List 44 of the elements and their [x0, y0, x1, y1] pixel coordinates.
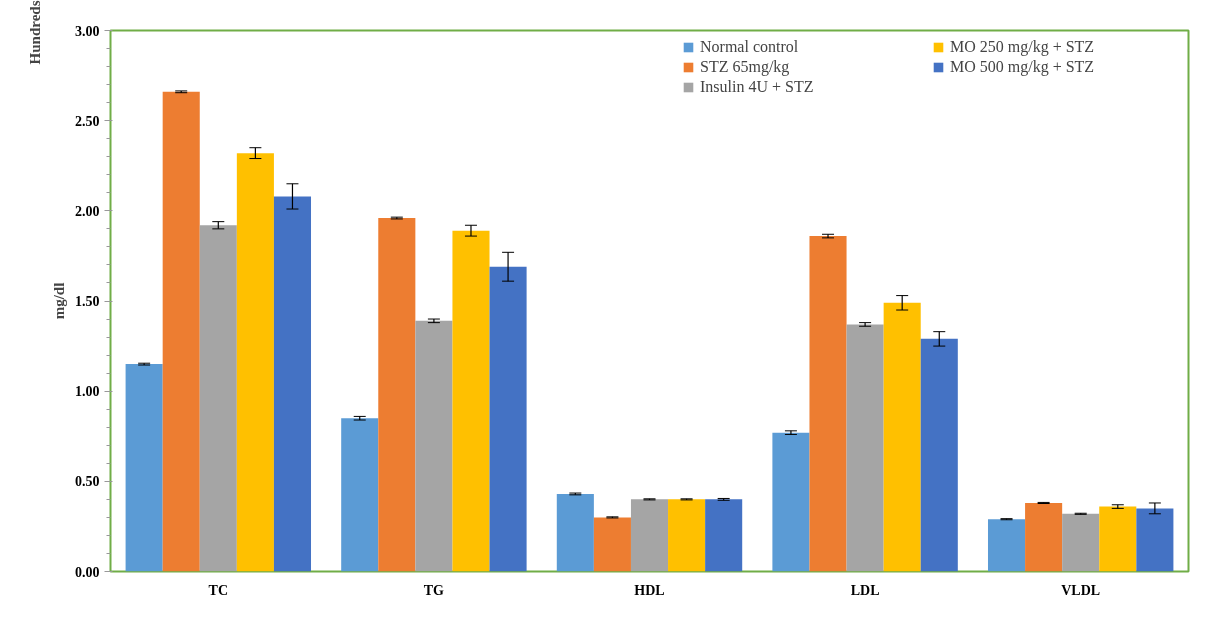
- bar: [378, 218, 416, 572]
- y-tick-label: 2.00: [75, 203, 100, 219]
- bar: [668, 499, 706, 572]
- bar: [593, 517, 631, 572]
- y-tick-label: 1.00: [75, 384, 100, 400]
- bar: [273, 196, 312, 572]
- x-tick-label: TG: [423, 582, 445, 598]
- bar: [125, 364, 163, 572]
- y-tick-label: 2.50: [75, 113, 100, 129]
- bar: [556, 493, 594, 572]
- x-tick-label: HDL: [634, 582, 665, 598]
- bar: [341, 418, 379, 572]
- legend-label: MO 500 mg/kg + STZ: [950, 58, 1096, 76]
- legend-label: Normal control: [700, 38, 800, 56]
- legend-label: Insulin 4U + STZ: [700, 78, 815, 96]
- x-tick-label: TC: [208, 582, 229, 598]
- bar: [452, 230, 490, 572]
- bar: [162, 91, 200, 572]
- bar: [1062, 513, 1100, 572]
- bar: [199, 225, 237, 572]
- bar: [920, 338, 958, 572]
- x-tick-label: VLDL: [1061, 582, 1101, 598]
- bar: [809, 236, 847, 572]
- bar: [987, 519, 1026, 572]
- y-tick-label: 3.00: [75, 23, 100, 39]
- y-tick-label: 1.50: [75, 294, 100, 309]
- x-tick-label: LDL: [850, 582, 880, 598]
- legend-label: MO 250 mg/kg + STZ: [950, 38, 1096, 56]
- y-tick-label: 0.50: [75, 474, 100, 490]
- bar: [1136, 508, 1174, 572]
- bar: [883, 302, 921, 572]
- bar: [1025, 502, 1063, 572]
- y-tick-label: 0.00: [75, 564, 100, 580]
- bar: [1099, 506, 1137, 572]
- legend-label: STZ 65mg/kg: [700, 58, 791, 76]
- bar: [630, 499, 669, 572]
- bar: [772, 432, 810, 572]
- bar: [236, 153, 274, 572]
- bar: [846, 324, 884, 572]
- y-axis-title: mg/dl: [51, 282, 67, 320]
- bar: [489, 266, 527, 572]
- bar: [415, 320, 453, 572]
- text: Hundreds: [26, 0, 43, 65]
- bar: [705, 499, 743, 572]
